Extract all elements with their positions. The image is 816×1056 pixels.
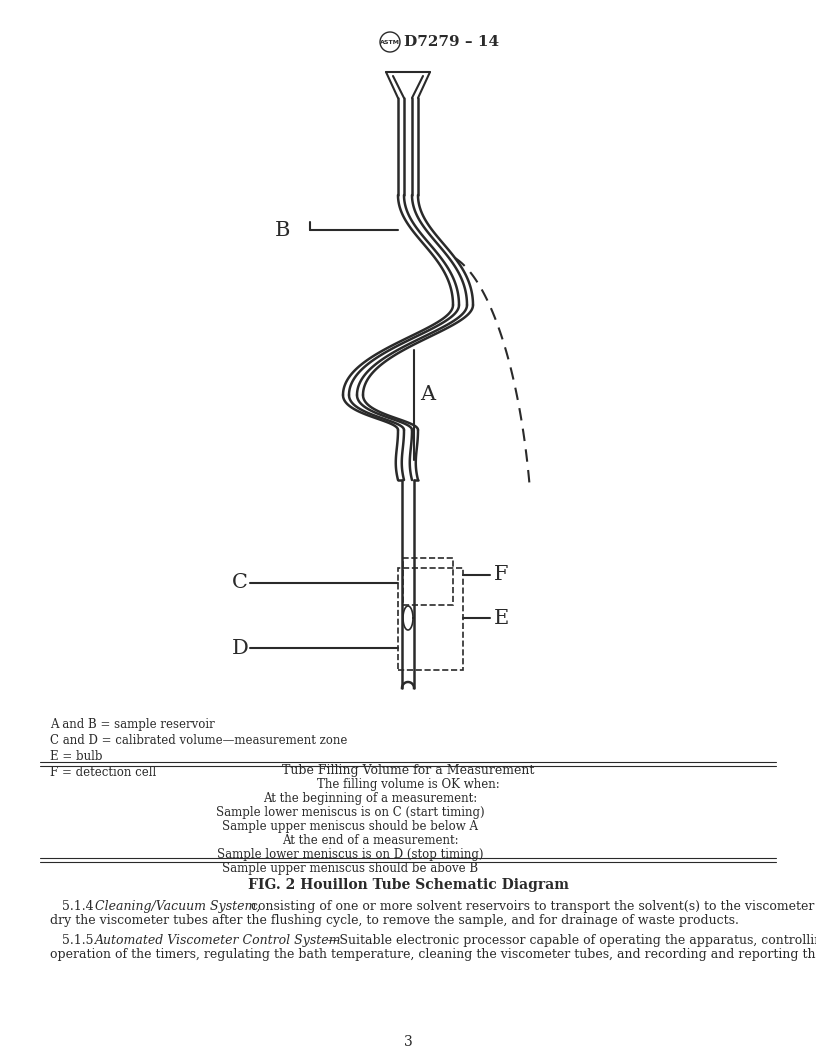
Text: Automated Viscometer Control System: Automated Viscometer Control System [95, 934, 342, 947]
Text: D7279 – 14: D7279 – 14 [404, 35, 499, 49]
Text: 5.1.4: 5.1.4 [50, 900, 102, 913]
Text: B: B [275, 221, 290, 240]
Text: Cleaning/Vacuum System,: Cleaning/Vacuum System, [95, 900, 260, 913]
Text: E = bulb: E = bulb [50, 750, 103, 763]
Text: A: A [420, 385, 435, 404]
Text: C: C [232, 573, 248, 592]
Text: Sample upper meniscus should be above B: Sample upper meniscus should be above B [222, 862, 478, 875]
Text: operation of the timers, regulating the bath temperature, cleaning the viscomete: operation of the timers, regulating the … [50, 948, 816, 961]
Text: D: D [232, 639, 249, 658]
Text: dry the viscometer tubes after the flushing cycle, to remove the sample, and for: dry the viscometer tubes after the flush… [50, 914, 738, 927]
Text: E: E [494, 608, 509, 627]
Text: Sample lower meniscus is on C (start timing): Sample lower meniscus is on C (start tim… [215, 806, 485, 819]
Text: At the beginning of a measurement:: At the beginning of a measurement: [263, 792, 477, 805]
Text: C and D = calibrated volume—measurement zone: C and D = calibrated volume—measurement … [50, 734, 348, 747]
Text: consisting of one or more solvent reservoirs to transport the solvent(s) to the : consisting of one or more solvent reserv… [247, 900, 816, 913]
Text: The filling volume is OK when:: The filling volume is OK when: [317, 778, 499, 791]
Text: 3: 3 [404, 1035, 412, 1049]
Text: F = detection cell: F = detection cell [50, 766, 156, 779]
Text: Sample upper meniscus should be below A: Sample upper meniscus should be below A [222, 821, 478, 833]
Text: At the end of a measurement:: At the end of a measurement: [282, 834, 459, 847]
Text: —Suitable electronic processor capable of operating the apparatus, controlling t: —Suitable electronic processor capable o… [327, 934, 816, 947]
Bar [403, 558, 453, 605]
Text: FIG. 2 Houillon Tube Schematic Diagram: FIG. 2 Houillon Tube Schematic Diagram [247, 878, 569, 892]
Text: Tube Filling Volume for a Measurement: Tube Filling Volume for a Measurement [282, 763, 534, 777]
Text: 5.1.5: 5.1.5 [50, 934, 97, 947]
Text: A and B = sample reservoir: A and B = sample reservoir [50, 718, 215, 731]
Text: F: F [494, 566, 508, 585]
Bar [398, 568, 463, 670]
Text: Sample lower meniscus is on D (stop timing): Sample lower meniscus is on D (stop timi… [217, 848, 483, 861]
Text: ASTM: ASTM [380, 39, 400, 44]
